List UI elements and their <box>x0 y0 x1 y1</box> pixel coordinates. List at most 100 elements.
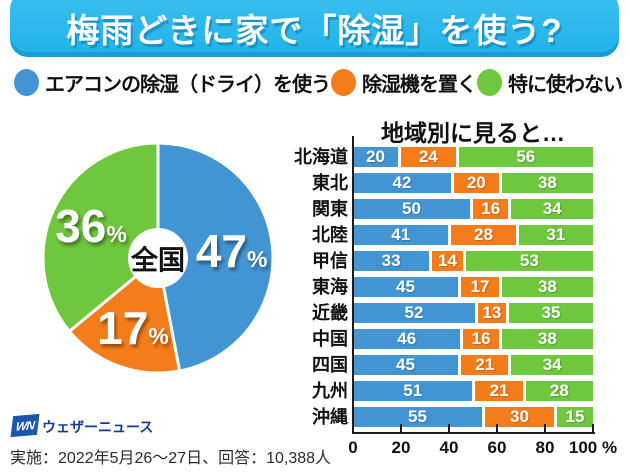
bar-segment-value: 34 <box>542 355 562 374</box>
bar-category-label: 北陸 <box>312 225 348 245</box>
bar-segment-value: 50 <box>402 199 421 218</box>
bar-segment-value: 38 <box>537 173 557 192</box>
bar-segment-value: 28 <box>474 225 493 244</box>
bar-segment: 21 <box>475 381 526 401</box>
legend: エアコンの除湿（ドライ）を使う 除湿機を置く 特に使わない <box>14 65 623 99</box>
bar-segment-value: 56 <box>516 147 536 166</box>
bar-segment-value: 52 <box>404 303 424 322</box>
bar-segment-value: 15 <box>565 407 585 426</box>
bar-segment-value: 20 <box>466 173 486 192</box>
bar-segment: 28 <box>525 381 593 401</box>
bar-track: 20 24 56 <box>353 147 593 167</box>
bar-segment-value: 21 <box>489 381 509 400</box>
bar-segment-value: 13 <box>482 303 502 322</box>
bar-segment: 21 <box>461 355 512 375</box>
bar-segment: 16 <box>463 329 502 349</box>
pie-center-label: 全国 <box>131 245 185 276</box>
bar-segment-value: 53 <box>519 251 539 270</box>
title-banner: 梅雨どきに家で「除湿」を使う? <box>10 0 619 57</box>
axis-tick-label: 0 <box>348 438 358 457</box>
bar-segment: 15 <box>557 407 593 427</box>
axis-tick <box>544 424 546 432</box>
bar-track: 41 28 31 <box>353 225 593 245</box>
bar-segment-value: 16 <box>481 199 501 218</box>
bar-track: 42 20 38 <box>353 173 593 193</box>
legend-item-none: 特に使わない <box>477 68 623 97</box>
bar-row: 甲信 33 14 53 <box>287 251 593 271</box>
pie-value-percent-sign: % <box>247 246 268 273</box>
pie-value-number: 47 <box>195 225 248 278</box>
bar-segment-value: 20 <box>366 147 385 166</box>
bar-segment: 50 <box>353 199 473 219</box>
regional-bar-chart: 北海道 20 24 56 東北 42 20 38 関東 50 16 34 北陸 41 28 31 甲信 33 14 5… <box>287 147 593 433</box>
bar-category-label: 四国 <box>312 355 348 375</box>
bar-segment-value: 21 <box>475 355 495 374</box>
bar-segment: 14 <box>432 251 466 271</box>
bar-segment: 34 <box>511 355 593 375</box>
axis-tick <box>448 424 450 432</box>
legend-dot-blue-icon <box>14 68 39 96</box>
axis-tick <box>400 424 402 432</box>
bar-segment: 38 <box>501 173 593 193</box>
pie-center-hole <box>128 228 188 288</box>
legend-label: 除湿機を置く <box>362 73 477 96</box>
bar-segment-value: 14 <box>438 251 457 270</box>
bar-segment: 53 <box>465 251 593 271</box>
bar-row: 中国 46 16 38 <box>287 329 593 349</box>
axis-tick-label: 80 <box>535 438 555 457</box>
bar-segment: 56 <box>458 147 593 167</box>
bar-segment: 17 <box>461 277 502 297</box>
bar-segment: 24 <box>401 147 459 167</box>
logo-mark-text: WN <box>14 417 36 434</box>
pie-slice-0 <box>156 141 275 373</box>
bar-segment-value: 30 <box>510 407 529 426</box>
pie-value-number: 36 <box>55 200 107 253</box>
axis-tick-label: 20 <box>391 438 411 457</box>
bar-segment: 20 <box>353 147 401 167</box>
bar-track: 51 21 28 <box>353 381 593 401</box>
pie-value-label: 36% <box>55 199 127 253</box>
bar-category-label: 九州 <box>312 381 348 401</box>
bar-segment: 42 <box>353 173 454 193</box>
bar-segment: 45 <box>353 355 461 375</box>
bar-segment-value: 35 <box>541 303 561 322</box>
survey-note: 実施：2022年5月26～27日、回答：10,388人 <box>10 450 332 467</box>
bar-category-label: 北海道 <box>294 147 348 167</box>
bar-track: 45 17 38 <box>353 277 593 297</box>
bar-segment: 28 <box>451 225 519 245</box>
weathernews-logo-icon: WN <box>10 413 40 438</box>
bar-segment-value: 28 <box>549 381 569 400</box>
bar-category-label: 近畿 <box>312 303 348 323</box>
bar-row: 沖縄 55 30 15 <box>287 407 593 427</box>
bar-segment-value: 55 <box>408 407 427 426</box>
bar-row: 四国 45 21 34 <box>287 355 593 375</box>
bar-segment-value: 45 <box>396 277 415 296</box>
legend-label: エアコンの除湿（ドライ）を使う <box>45 73 331 96</box>
bar-category-label: 沖縄 <box>312 407 348 427</box>
bar-category-label: 関東 <box>312 199 348 219</box>
bar-segment: 46 <box>353 329 464 349</box>
bar-row: 関東 50 16 34 <box>287 199 593 219</box>
bar-track: 45 21 34 <box>353 355 593 375</box>
bar-segment-value: 16 <box>471 329 491 348</box>
bar-segment-value: 34 <box>542 199 562 218</box>
bar-segment-value: 38 <box>537 329 557 348</box>
bar-category-label: 甲信 <box>312 251 348 271</box>
bar-segment-value: 24 <box>418 147 438 166</box>
bar-segment: 51 <box>353 381 476 401</box>
bar-segment: 20 <box>453 173 502 193</box>
legend-label: 特に使わない <box>508 73 623 96</box>
bar-chart-y-axis <box>352 136 354 434</box>
pie-slice-2 <box>41 141 160 333</box>
legend-dot-green-icon <box>477 68 502 96</box>
bar-segment: 16 <box>473 199 512 219</box>
weathernews-logo-text: ウェザーニュース <box>42 419 154 435</box>
legend-item-aircon: エアコンの除湿（ドライ）を使う <box>14 68 331 97</box>
bar-row: 東海 45 17 38 <box>287 277 593 297</box>
bar-segment: 41 <box>353 225 452 245</box>
axis-tick-label: 100 % <box>568 438 618 457</box>
bar-segment: 35 <box>508 303 593 323</box>
pie-value-label: 17% <box>97 301 169 355</box>
bar-category-label: 中国 <box>312 329 348 349</box>
